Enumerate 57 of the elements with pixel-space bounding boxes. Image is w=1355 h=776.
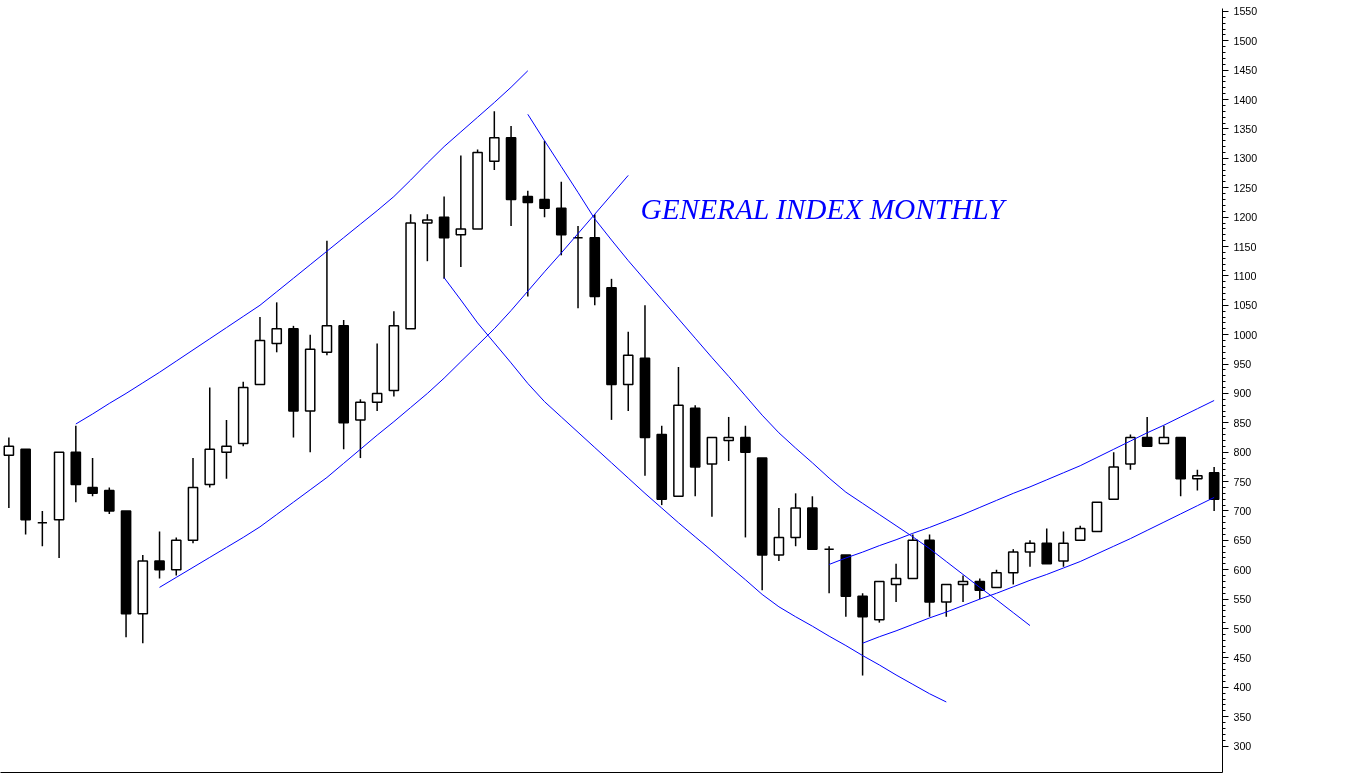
candlestick (1007, 548, 1019, 586)
y-tick-label: 800 (1233, 446, 1252, 459)
line-series (75, 70, 529, 425)
candlestick (773, 507, 785, 562)
candlestick (37, 510, 48, 547)
candlestick (572, 225, 584, 309)
candlestick (1192, 469, 1203, 492)
y-tick-label: 1500 (1233, 34, 1258, 47)
y-tick-label: 900 (1233, 387, 1252, 400)
candlestick (740, 425, 751, 539)
y-tick-label: 950 (1233, 358, 1252, 371)
candlestick (890, 563, 902, 603)
text: GENERAL INDEX MONTHLY (640, 192, 1008, 225)
y-tick-label: 1000 (1233, 328, 1258, 341)
y-tick-label: 1250 (1233, 181, 1258, 194)
candlestick (1141, 416, 1153, 448)
candlestick (823, 545, 835, 594)
y-tick-label: 1450 (1233, 64, 1258, 77)
y-tick-label: 600 (1233, 563, 1252, 576)
candlestick (221, 419, 232, 480)
candlestick (1024, 539, 1036, 568)
candlestick (103, 486, 115, 515)
candlestick (940, 583, 952, 618)
y-tick-label: 500 (1233, 622, 1252, 635)
y-tick-label: 850 (1233, 416, 1252, 429)
y-tick-label: 300 (1233, 740, 1252, 753)
candlestick (522, 189, 534, 298)
candlestick (455, 154, 467, 268)
y-tick-label: 700 (1233, 504, 1252, 517)
candlestick (438, 195, 450, 280)
y-tick-label: 650 (1233, 534, 1252, 547)
y-tick-label: 1150 (1233, 240, 1257, 253)
candlestick (371, 342, 383, 412)
candlestick (1058, 530, 1069, 568)
candlestick (1041, 527, 1053, 565)
candlestick (488, 110, 500, 171)
y-tick-label: 750 (1233, 475, 1252, 488)
y-tick-label: 1350 (1233, 122, 1258, 135)
y-tick-label: 450 (1233, 651, 1252, 664)
y-tick-label: 1550 (1233, 5, 1258, 18)
candlestick (539, 139, 550, 218)
y-tick-label: 1100 (1233, 269, 1257, 282)
candlestick (422, 213, 433, 262)
candlestick (154, 530, 165, 580)
candlestick (271, 301, 283, 354)
candlestick (3, 436, 15, 509)
y-tick-label: 1400 (1233, 93, 1258, 106)
y-tick-label: 1200 (1233, 211, 1258, 224)
candlestick (857, 592, 868, 677)
candlestick (355, 398, 366, 459)
y-tick-label: 400 (1233, 681, 1252, 694)
y-tick-label: 1050 (1233, 299, 1258, 312)
y-tick-label: 1300 (1233, 152, 1258, 165)
y-tick-label: 550 (1233, 593, 1252, 606)
candlestick (87, 457, 98, 498)
candlestick (723, 416, 735, 462)
y-tick-label: 350 (1233, 710, 1252, 723)
